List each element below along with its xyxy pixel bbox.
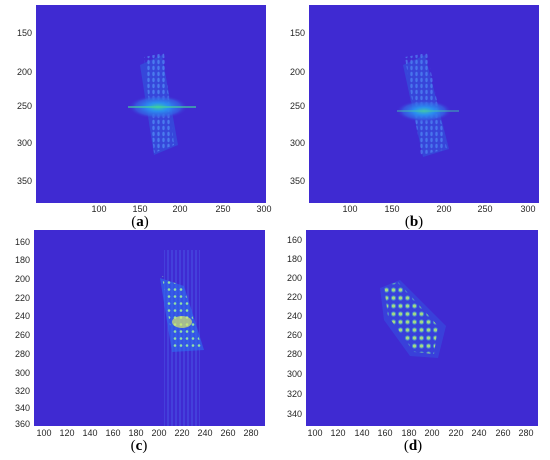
y-tick: 350 <box>289 176 305 186</box>
x-tick: 250 <box>477 204 493 214</box>
x-tick: 140 <box>82 428 98 438</box>
y-tick: 180 <box>286 254 302 264</box>
x-tick: 160 <box>105 428 121 438</box>
y-tick: 150 <box>16 28 32 38</box>
plot-d <box>306 230 538 426</box>
y-tick: 220 <box>14 293 30 303</box>
x-tick: 200 <box>172 204 188 214</box>
x-tick: 300 <box>256 204 272 214</box>
y-tick: 240 <box>286 311 302 321</box>
caption-a: (a) <box>131 214 149 230</box>
caption-c: (c) <box>130 438 148 454</box>
y-tick: 220 <box>286 292 302 302</box>
y-tick: 300 <box>289 138 305 148</box>
x-tick: 120 <box>59 428 75 438</box>
y-tick: 300 <box>286 369 302 379</box>
y-tick: 150 <box>289 28 305 38</box>
x-tick: 240 <box>471 428 487 438</box>
y-tick: 180 <box>14 255 30 265</box>
y-tick: 340 <box>14 403 30 413</box>
x-tick: 100 <box>36 428 52 438</box>
y-tick: 280 <box>286 349 302 359</box>
y-tick: 260 <box>286 330 302 340</box>
x-tick: 150 <box>384 204 400 214</box>
y-tick: 280 <box>14 349 30 359</box>
x-tick: 200 <box>151 428 167 438</box>
x-tick: 100 <box>91 204 107 214</box>
y-tick: 300 <box>14 368 30 378</box>
x-tick: 220 <box>174 428 190 438</box>
x-tick: 120 <box>330 428 346 438</box>
x-tick: 100 <box>342 204 358 214</box>
x-tick: 250 <box>215 204 231 214</box>
y-tick: 320 <box>14 386 30 396</box>
x-tick: 140 <box>354 428 370 438</box>
caption-d: (d) <box>403 438 423 454</box>
x-tick: 280 <box>243 428 259 438</box>
y-tick: 250 <box>289 101 305 111</box>
y-tick: 160 <box>14 237 30 247</box>
y-tick: 200 <box>16 67 32 77</box>
x-tick: 160 <box>377 428 393 438</box>
y-tick: 200 <box>14 274 30 284</box>
y-tick: 340 <box>286 409 302 419</box>
y-tick: 200 <box>286 273 302 283</box>
x-tick: 200 <box>436 204 452 214</box>
x-tick: 220 <box>448 428 464 438</box>
y-tick: 200 <box>289 67 305 77</box>
plot-c <box>34 230 265 426</box>
x-tick: 150 <box>132 204 148 214</box>
plot-b <box>309 5 539 203</box>
x-tick: 300 <box>520 204 536 214</box>
x-tick: 100 <box>307 428 323 438</box>
y-tick: 300 <box>16 138 32 148</box>
plot-background <box>34 230 265 426</box>
x-tick: 260 <box>220 428 236 438</box>
y-tick: 360 <box>14 419 30 429</box>
y-tick: 320 <box>286 389 302 399</box>
y-tick: 250 <box>16 101 32 111</box>
y-tick: 160 <box>286 235 302 245</box>
x-tick: 180 <box>128 428 144 438</box>
y-tick: 240 <box>14 311 30 321</box>
x-tick: 240 <box>197 428 213 438</box>
x-tick: 260 <box>495 428 511 438</box>
x-tick: 200 <box>424 428 440 438</box>
y-tick: 350 <box>16 176 32 186</box>
plot-a <box>36 5 266 203</box>
x-tick: 280 <box>518 428 534 438</box>
bright-spot <box>172 316 192 328</box>
caption-b: (b) <box>404 214 424 230</box>
y-tick: 260 <box>14 330 30 340</box>
x-tick: 180 <box>401 428 417 438</box>
